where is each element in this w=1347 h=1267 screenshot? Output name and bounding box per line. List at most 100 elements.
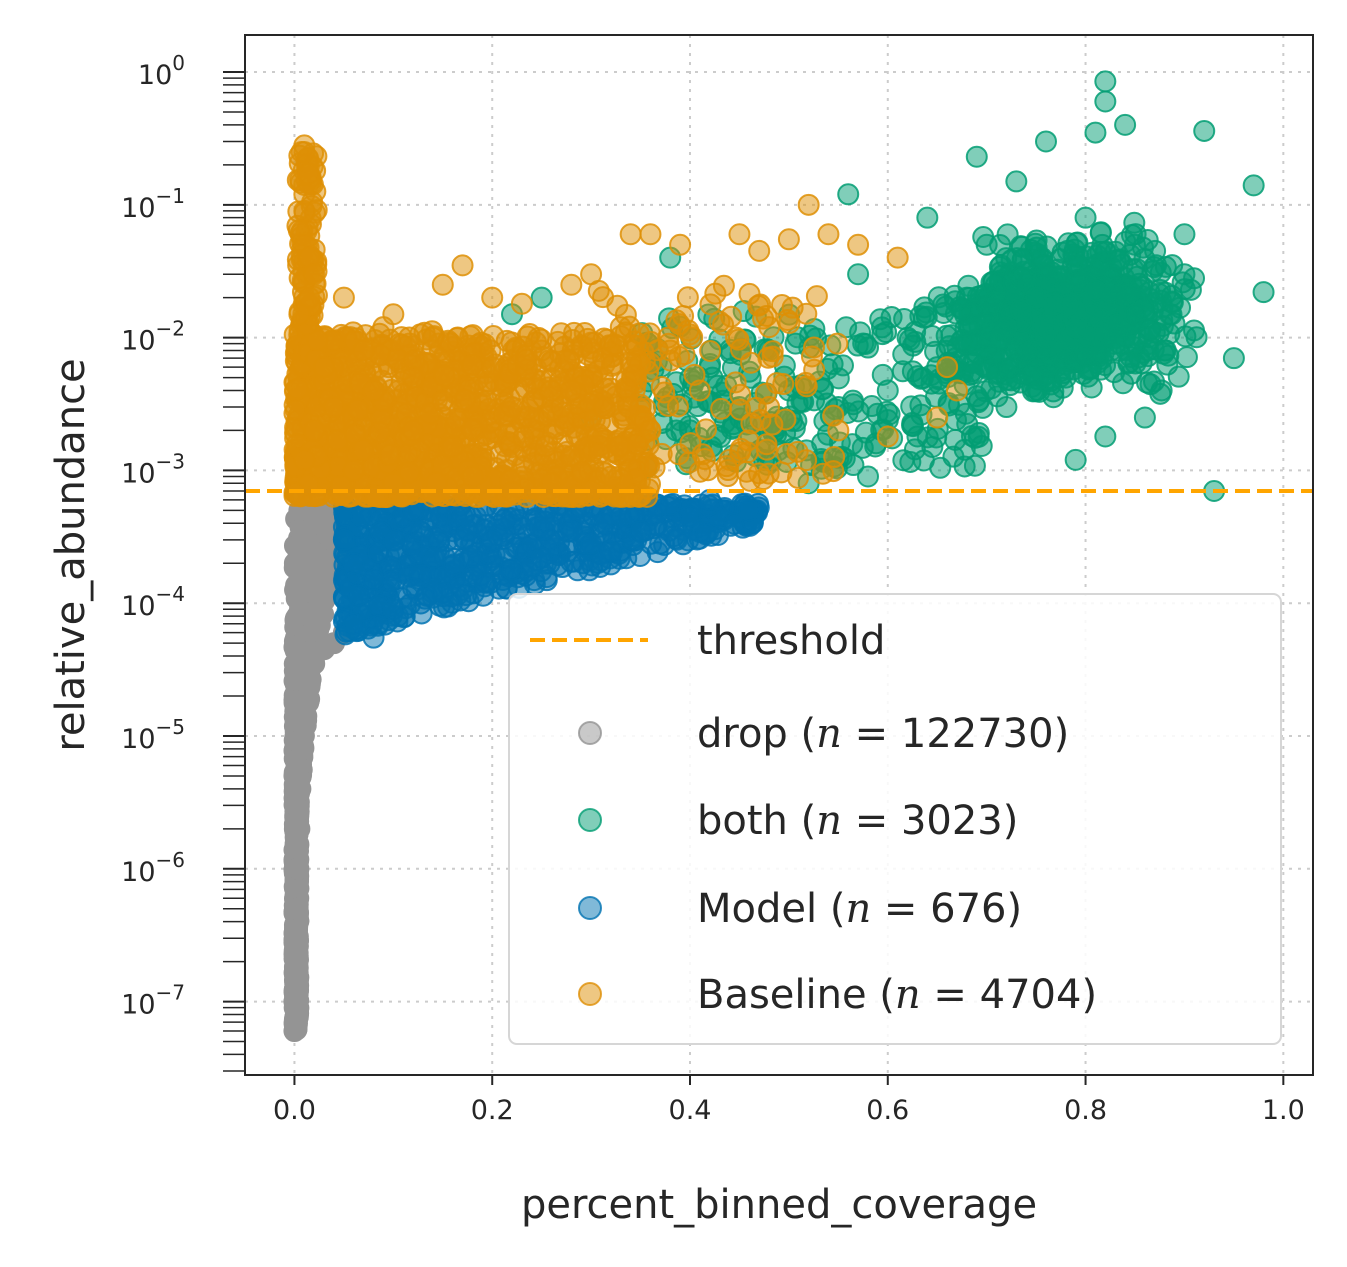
legend-series-name: both xyxy=(697,798,788,844)
y-tick-label: 10−5 xyxy=(121,715,185,755)
model-point xyxy=(629,519,652,542)
baseline-point xyxy=(748,239,771,262)
baseline-point xyxy=(580,331,603,354)
legend-n-symbol: n xyxy=(895,972,921,1018)
y-tick-exponent: −5 xyxy=(156,715,185,739)
legend-series-name: drop xyxy=(697,711,788,757)
legend-equals: = xyxy=(842,798,901,844)
baseline-point xyxy=(592,286,615,309)
model-point xyxy=(533,510,556,533)
y-tick-base: 10 xyxy=(121,193,155,224)
baseline-point xyxy=(770,461,793,484)
both-point xyxy=(955,286,978,309)
baseline-point xyxy=(677,319,700,342)
baseline-point xyxy=(454,388,477,411)
x-axis-label: percent_binned_coverage xyxy=(521,1182,1037,1228)
y-tick-base: 10 xyxy=(121,857,155,888)
y-tick-base: 10 xyxy=(121,326,155,357)
drop-point xyxy=(284,922,307,945)
baseline-point xyxy=(303,419,326,442)
model-point xyxy=(461,565,484,588)
baseline-point xyxy=(817,223,840,246)
both-point xyxy=(1084,279,1107,302)
both-point xyxy=(1124,233,1146,256)
both-point xyxy=(893,307,916,330)
both-point xyxy=(1114,113,1137,136)
model-point xyxy=(362,568,385,591)
both-point xyxy=(1025,286,1048,309)
baseline-point xyxy=(617,395,640,418)
drop-point xyxy=(288,552,311,575)
both-point xyxy=(1079,256,1102,279)
both-point xyxy=(1142,370,1165,393)
y-tick-exponent: −2 xyxy=(156,317,185,341)
model-point xyxy=(382,598,405,621)
both-point xyxy=(915,301,938,324)
baseline-point xyxy=(554,349,577,372)
both-point xyxy=(876,379,899,402)
legend-paren-open: ( xyxy=(867,972,895,1018)
baseline-point xyxy=(639,223,662,246)
baseline-point xyxy=(451,254,474,277)
drop-point xyxy=(287,877,310,900)
both-point xyxy=(854,421,877,444)
baseline-point xyxy=(778,311,801,334)
legend-count: 3023 xyxy=(901,798,1003,844)
legend-count: 676 xyxy=(930,886,1006,932)
baseline-point xyxy=(461,354,484,377)
baseline-point xyxy=(776,442,799,465)
baseline-point xyxy=(402,366,425,389)
both-point xyxy=(1252,281,1275,304)
both-point xyxy=(995,396,1018,419)
drop-point xyxy=(287,857,310,880)
baseline-point xyxy=(461,465,484,488)
baseline-point xyxy=(615,376,638,399)
baseline-point xyxy=(619,351,642,374)
baseline-point xyxy=(712,313,735,336)
y-tick-exponent: 0 xyxy=(172,51,185,75)
baseline-point xyxy=(718,448,741,471)
model-point xyxy=(501,558,523,581)
baseline-point xyxy=(643,456,666,479)
legend-equals: = xyxy=(842,711,901,757)
y-tick-base: 10 xyxy=(121,724,155,755)
baseline-point xyxy=(332,286,355,309)
legend-series-name: Baseline xyxy=(697,972,867,1018)
legend-paren-open: ( xyxy=(817,886,845,932)
model-point xyxy=(410,520,433,543)
model-point xyxy=(332,528,355,551)
y-tick-label: 10−3 xyxy=(121,449,185,489)
baseline-point xyxy=(534,435,557,458)
legend-n-symbol: n xyxy=(816,711,842,757)
baseline-point xyxy=(811,462,834,485)
legend-paren-close: ) xyxy=(1081,972,1097,1018)
both-point xyxy=(1005,170,1028,193)
both-point xyxy=(1175,346,1198,369)
baseline-point xyxy=(362,379,385,402)
model-point xyxy=(342,612,365,635)
baseline-point xyxy=(323,396,345,419)
model-point xyxy=(560,519,583,542)
drop-point xyxy=(283,990,306,1013)
model-point xyxy=(580,532,603,555)
legend-label-baseline: Baseline (n = 4704) xyxy=(697,972,1097,1018)
baseline-point xyxy=(678,451,701,474)
baseline-point xyxy=(288,303,311,326)
baseline-point xyxy=(728,223,751,246)
legend-paren-open: ( xyxy=(788,798,816,844)
both-point xyxy=(945,302,968,325)
drop-point xyxy=(285,950,308,973)
y-tick-exponent: −6 xyxy=(156,848,185,872)
model-point xyxy=(481,528,504,551)
baseline-point xyxy=(495,448,518,471)
y-tick-exponent: −1 xyxy=(156,184,185,208)
legend-label-drop: drop (n = 122730) xyxy=(697,711,1069,757)
both-point xyxy=(1009,299,1032,322)
y-tick-label: 10−6 xyxy=(121,848,185,888)
both-point xyxy=(878,403,901,426)
both-point xyxy=(837,183,860,206)
both-point xyxy=(1174,325,1197,348)
y-tick-exponent: −7 xyxy=(156,981,185,1005)
baseline-point xyxy=(421,326,444,349)
baseline-point xyxy=(593,397,616,420)
